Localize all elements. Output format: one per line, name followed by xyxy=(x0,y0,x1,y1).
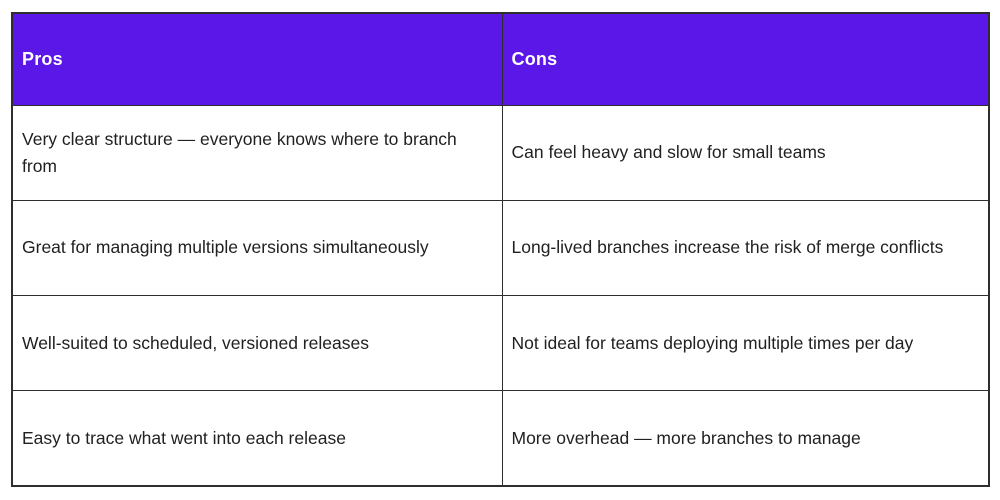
column-header-pros: Pros xyxy=(11,12,503,106)
comparison-table: Pros Cons Very clear structure — everyon… xyxy=(11,12,990,487)
pros-cons-table: Pros Cons Very clear structure — everyon… xyxy=(11,12,990,487)
pros-cell: Great for managing multiple versions sim… xyxy=(11,199,503,297)
pros-cell: Well-suited to scheduled, versioned rele… xyxy=(11,294,503,392)
cons-cell: Can feel heavy and slow for small teams xyxy=(501,104,990,201)
column-header-cons: Cons xyxy=(501,12,990,106)
pros-cell: Very clear structure — everyone knows wh… xyxy=(11,104,503,201)
table-row: Easy to trace what went into each releas… xyxy=(11,390,990,487)
table-row: Great for managing multiple versions sim… xyxy=(11,199,990,297)
cons-cell: More overhead — more branches to manage xyxy=(501,390,990,487)
cons-cell: Not ideal for teams deploying multiple t… xyxy=(501,294,990,392)
table-row: Very clear structure — everyone knows wh… xyxy=(11,104,990,201)
cons-cell: Long-lived branches increase the risk of… xyxy=(501,199,990,297)
pros-cell: Easy to trace what went into each releas… xyxy=(11,390,503,487)
table-row: Well-suited to scheduled, versioned rele… xyxy=(11,294,990,392)
table-header-row: Pros Cons xyxy=(11,12,990,106)
